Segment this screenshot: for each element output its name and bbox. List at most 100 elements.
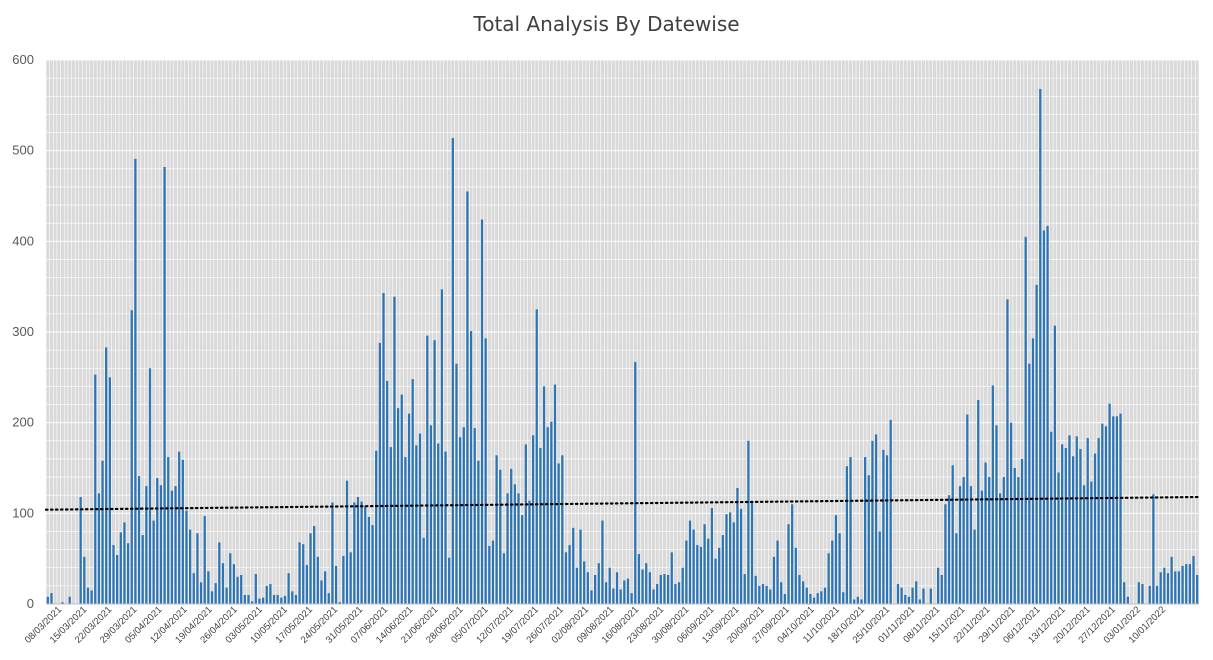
bar bbox=[1042, 230, 1046, 604]
bar bbox=[400, 394, 403, 604]
bar bbox=[758, 585, 761, 604]
y-axis: 0 100 200 300 400 500 600 bbox=[12, 52, 34, 611]
bar bbox=[1159, 572, 1162, 604]
bar bbox=[61, 602, 64, 604]
bar bbox=[831, 540, 834, 604]
bar bbox=[1101, 423, 1104, 604]
bar bbox=[634, 361, 637, 604]
bar bbox=[1050, 431, 1053, 604]
bar bbox=[1104, 426, 1108, 604]
bar bbox=[283, 595, 287, 604]
bar bbox=[586, 572, 589, 604]
bar bbox=[1115, 416, 1119, 604]
bar bbox=[356, 497, 360, 604]
bar bbox=[557, 463, 560, 604]
bar bbox=[243, 594, 246, 604]
bar bbox=[688, 520, 692, 604]
bar bbox=[1196, 574, 1199, 604]
bar bbox=[433, 340, 436, 604]
bar bbox=[1093, 453, 1097, 604]
bar bbox=[152, 520, 155, 604]
bar bbox=[867, 475, 870, 604]
bar bbox=[349, 552, 352, 604]
bar bbox=[787, 524, 790, 604]
bar bbox=[196, 533, 199, 604]
bar bbox=[944, 504, 947, 604]
bar bbox=[407, 413, 411, 604]
bar bbox=[958, 486, 962, 604]
bar bbox=[988, 477, 991, 604]
bar bbox=[83, 556, 86, 604]
bar bbox=[615, 572, 619, 604]
bar bbox=[126, 543, 130, 604]
bar bbox=[692, 529, 695, 604]
bar bbox=[331, 502, 334, 604]
bar bbox=[936, 567, 940, 604]
bar bbox=[874, 434, 878, 604]
bar bbox=[896, 584, 900, 604]
bar bbox=[743, 574, 746, 604]
bar bbox=[167, 457, 170, 604]
bar bbox=[666, 574, 670, 604]
bar bbox=[1068, 435, 1071, 604]
bar bbox=[579, 529, 582, 604]
bar bbox=[801, 581, 805, 604]
bar bbox=[360, 501, 363, 604]
bar bbox=[1170, 556, 1173, 604]
bar bbox=[382, 293, 385, 604]
bar bbox=[338, 602, 341, 604]
bar bbox=[853, 599, 856, 604]
bar bbox=[510, 468, 513, 604]
bar bbox=[302, 544, 305, 604]
bar bbox=[641, 569, 644, 604]
bar bbox=[480, 219, 484, 604]
bar bbox=[1017, 477, 1020, 604]
bar bbox=[1152, 494, 1155, 604]
y-tick-label: 400 bbox=[12, 233, 34, 248]
bar bbox=[448, 557, 451, 604]
bar bbox=[951, 465, 954, 604]
bar bbox=[298, 542, 301, 604]
bar bbox=[513, 484, 516, 604]
bar bbox=[736, 487, 739, 604]
bar bbox=[659, 574, 662, 604]
bar bbox=[506, 493, 509, 604]
bar bbox=[1039, 89, 1042, 605]
bar bbox=[871, 440, 874, 604]
bar bbox=[170, 490, 174, 604]
bar bbox=[809, 594, 812, 604]
bar bbox=[1086, 438, 1089, 604]
bar bbox=[181, 459, 184, 604]
bar bbox=[1174, 571, 1177, 604]
bar bbox=[969, 486, 973, 604]
bar bbox=[112, 545, 115, 604]
bar bbox=[761, 584, 765, 604]
bar bbox=[345, 480, 349, 604]
bar bbox=[772, 556, 776, 604]
bar bbox=[491, 540, 495, 604]
bar bbox=[973, 529, 976, 604]
bar bbox=[674, 584, 677, 604]
y-tick-label: 200 bbox=[12, 415, 34, 430]
bar bbox=[564, 552, 568, 604]
bar bbox=[1075, 436, 1078, 604]
bar bbox=[174, 486, 177, 604]
bar bbox=[221, 563, 225, 604]
bar bbox=[947, 495, 951, 604]
bar bbox=[309, 533, 312, 604]
bar bbox=[178, 451, 181, 604]
bar bbox=[218, 542, 221, 604]
bar bbox=[885, 455, 889, 604]
bar bbox=[462, 427, 465, 604]
bar bbox=[378, 342, 381, 604]
bar bbox=[718, 547, 721, 604]
bar bbox=[900, 587, 903, 604]
bar bbox=[907, 596, 911, 604]
bar bbox=[1079, 448, 1082, 604]
bar bbox=[999, 493, 1002, 604]
bar bbox=[145, 486, 148, 604]
bar bbox=[1024, 236, 1027, 605]
bar bbox=[473, 428, 476, 604]
bar bbox=[849, 457, 852, 604]
bar bbox=[1185, 564, 1188, 604]
